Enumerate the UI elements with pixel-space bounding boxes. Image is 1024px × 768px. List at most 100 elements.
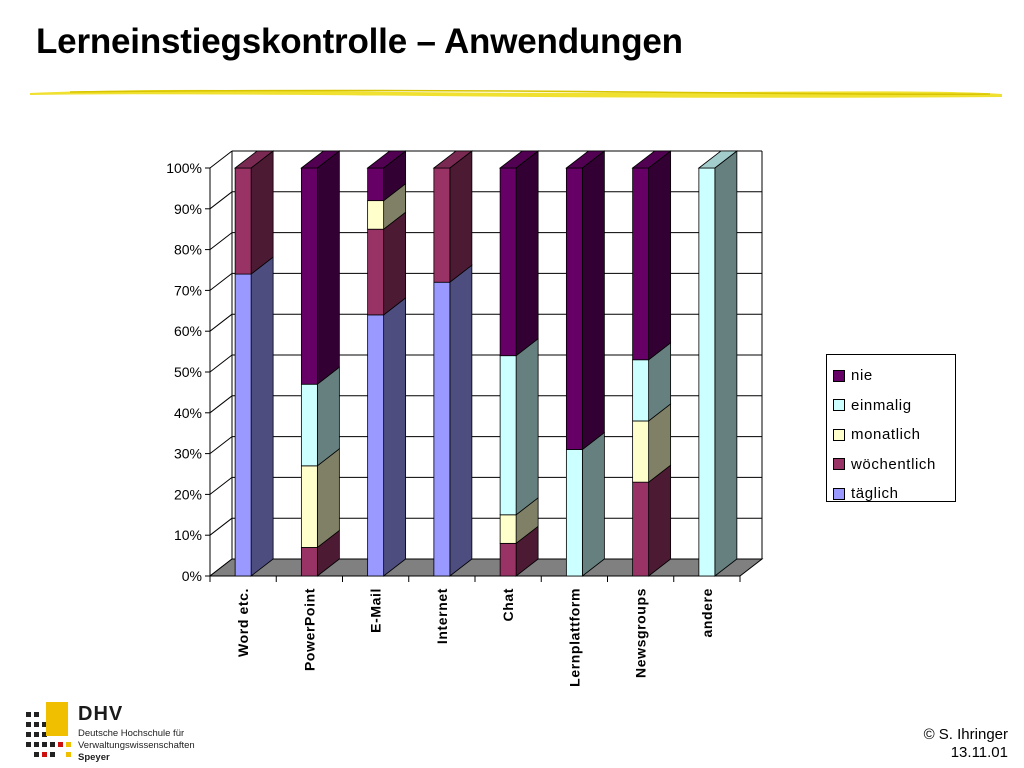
bar-5-5 (499, 167, 517, 357)
legend-item-woechentlich: wöchentlich (827, 450, 955, 480)
legend-item-einmalig: einmalig (827, 391, 955, 421)
bar-top-1 (233, 150, 275, 169)
bar-6-5-side (581, 150, 605, 451)
legend-swatch-monatlich (833, 428, 845, 441)
chart-floor (208, 558, 764, 577)
x-tick-label: Lernplattform (566, 588, 582, 687)
legend-item-nie: nie (827, 361, 955, 391)
bar-top-7 (631, 150, 672, 169)
y-tick-label: 60% (174, 323, 202, 339)
gridline-side (209, 232, 233, 250)
legend-swatch-taeglich (833, 487, 845, 500)
legend-item-monatlich: monatlich (827, 420, 955, 450)
bar-top-5 (498, 150, 540, 169)
y-tick-label: 70% (174, 282, 202, 298)
chart-legend: nie einmalig monatlich wöchentlich tägli… (826, 354, 956, 502)
legend-swatch-einmalig (833, 399, 845, 412)
bar-3-3 (367, 200, 385, 230)
bar-2-4 (300, 383, 318, 467)
bar-3-1-side (383, 297, 407, 577)
legend-swatch-woechentlich (833, 458, 845, 471)
legend-item-taeglich: täglich (827, 479, 955, 509)
logo-line2: Verwaltungswissenschaften (78, 740, 195, 751)
slide-credits: © S. Ihringer 13.11.01 (924, 726, 1008, 762)
bar-3-1 (367, 314, 385, 577)
bar-7-2-side (648, 464, 672, 577)
bar-3-2 (367, 228, 385, 316)
slide-title: Lerneinstiegskontrolle – Anwendungen (36, 22, 683, 61)
bar-top-3 (366, 150, 407, 169)
x-tick-label: Word etc. (235, 588, 251, 657)
bar-top-2 (300, 150, 341, 169)
gridline-side (209, 273, 233, 291)
bar-6-4-side (581, 431, 605, 577)
bar-top-8 (697, 150, 739, 169)
bar-top-4 (432, 150, 474, 169)
gridline-side (209, 517, 233, 536)
y-tick-label: 20% (174, 486, 202, 502)
x-tick-label: Chat (500, 588, 516, 622)
gridline-side (209, 313, 233, 332)
logo-line1: Deutsche Hochschule für (78, 728, 185, 739)
author-label: © S. Ihringer (923, 726, 1008, 743)
bar-1-1-side (250, 256, 274, 577)
date-label: 13.11.01 (950, 744, 1008, 761)
bar-4-2-side (449, 150, 473, 284)
bar-8-4 (698, 167, 716, 577)
x-tick-label: Newsgroups (633, 588, 649, 678)
bar-6-4 (565, 449, 583, 577)
dhv-logo-icon (26, 702, 71, 757)
legend-label-einmalig: einmalig (851, 396, 912, 414)
legend-label-nie: nie (851, 367, 873, 385)
bar-5-4-side (515, 337, 539, 516)
bar-2-5 (300, 167, 318, 385)
x-tick-label: E-Mail (368, 588, 384, 633)
bar-6-5 (565, 167, 583, 450)
gridline-side (209, 436, 233, 454)
bar-7-5-side (648, 150, 672, 361)
legend-label-taeglich: täglich (851, 485, 899, 503)
bar-3-2-side (383, 211, 407, 316)
gridline-side (209, 150, 233, 169)
gridline-side (209, 395, 233, 414)
gridline-side (209, 477, 233, 495)
bar-7-2 (632, 481, 650, 577)
x-tick-label: Internet (434, 588, 450, 644)
logo-subtitle: Deutsche Hochschule für Verwaltungswisse… (78, 728, 195, 752)
bar-5-5-side (515, 150, 539, 357)
bar-8-4-side (714, 150, 738, 577)
y-tick-label: 0% (182, 568, 202, 584)
gridline-side (209, 354, 233, 373)
logo-place: Speyer (78, 752, 110, 763)
bar-top-6 (565, 150, 606, 169)
y-tick-label: 30% (174, 446, 202, 462)
legend-swatch-nie (833, 369, 845, 382)
gridline-side (209, 191, 233, 210)
bar-7-3 (632, 420, 650, 483)
y-tick-label: 40% (174, 405, 202, 421)
bar-1-2-side (250, 150, 274, 275)
legend-label-woechentlich: wöchentlich (851, 455, 936, 473)
bar-7-5 (632, 167, 650, 361)
bar-4-2 (433, 167, 451, 283)
x-tick-label: PowerPoint (301, 588, 317, 671)
title-underline (30, 89, 1002, 98)
bar-2-2 (300, 547, 318, 577)
x-tick-label: andere (699, 588, 715, 638)
y-tick-label: 90% (174, 201, 202, 217)
bar-5-4 (499, 355, 517, 516)
bar-2-5-side (316, 150, 340, 386)
bar-4-1 (433, 281, 451, 577)
bar-4-1-side (449, 264, 473, 577)
logo-name: DHV (78, 703, 124, 725)
bar-5-3 (499, 514, 517, 544)
y-tick-label: 100% (166, 160, 202, 176)
bar-1-2 (234, 167, 252, 275)
bar-1-1 (234, 273, 252, 577)
legend-label-monatlich: monatlich (851, 426, 921, 444)
y-tick-label: 50% (174, 364, 202, 380)
bar-3-5 (367, 167, 385, 202)
bar-5-2 (499, 542, 517, 577)
y-tick-label: 10% (174, 527, 202, 543)
